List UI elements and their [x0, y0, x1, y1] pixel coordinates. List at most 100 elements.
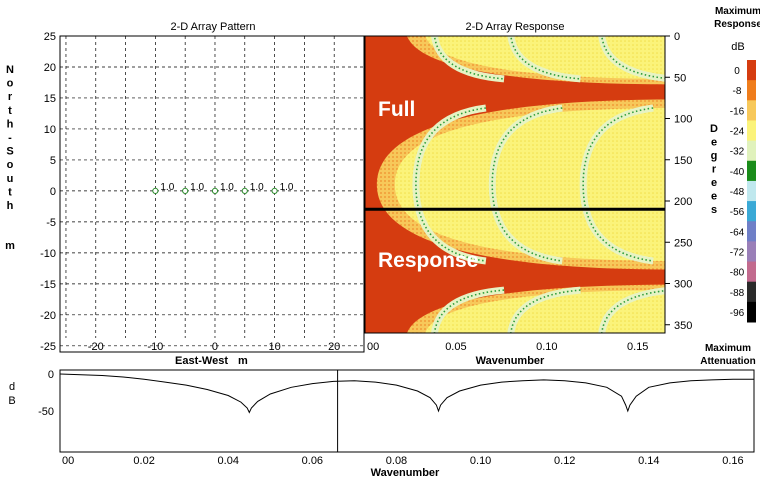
pattern-y-label-letter: o [7, 159, 14, 171]
heatmap-null-arc [582, 107, 654, 262]
response-x-tick-label: 0.10 [536, 341, 557, 353]
sensor-weight-label: 1.0 [220, 182, 234, 193]
colorbar-bottom-label-line1: Maximum [705, 343, 751, 354]
pattern-y-label-letter: t [8, 186, 12, 198]
pattern-title: 2-D Array Pattern [171, 21, 256, 33]
response-x-axis-label: Wavenumber [476, 355, 545, 367]
response-heatmap [365, 36, 665, 333]
colorbar-swatch [747, 281, 756, 303]
pattern-y-tick-label: 10 [44, 124, 56, 136]
response-y-ticks: 0 50 100 150 200 250 300 350 [665, 31, 692, 332]
sensor-weight-label: 1.0 [190, 182, 204, 193]
colorbar-tick-label: -88 [730, 288, 745, 299]
pattern-y-label-letter: u [7, 173, 14, 185]
response-y-tick-label: 100 [674, 114, 692, 126]
colorbar-swatch [747, 60, 756, 81]
response-y-tick-label: 300 [674, 279, 692, 291]
pattern-grid [60, 35, 364, 347]
response-y-tick-label: 0 [674, 31, 680, 43]
pattern-y-label-letter: h [7, 118, 14, 130]
sensor-weight-label: 1.0 [280, 182, 294, 193]
pattern-y-label-letter: r [8, 91, 13, 103]
colorbar-tick-label: 0 [734, 66, 740, 77]
pattern-y-label-letter: N [6, 64, 14, 76]
colorbar-tick-label: -48 [730, 187, 745, 198]
colorbar-tick-label: -32 [730, 147, 745, 158]
annotation-full: Full [378, 98, 415, 121]
pattern-y-tick-label: -10 [40, 248, 56, 260]
colorbar-tick-label: -56 [730, 207, 745, 218]
slice-y-tick-label: -50 [38, 406, 54, 418]
colorbar-bottom-label-line2: Attenuation [700, 356, 756, 367]
sensor-weight-label: 1.0 [250, 182, 264, 193]
response-x-tick-label: 00 [367, 341, 379, 353]
pattern-x-tick-label: -20 [88, 341, 104, 353]
pattern-y-tick-label: 20 [44, 62, 56, 74]
slice-y-ticks: 0 -50 [38, 369, 54, 418]
colorbar-swatch [747, 180, 756, 202]
response-y-label-letter: e [711, 191, 717, 203]
colorbar-swatch [747, 301, 756, 323]
slice-panel: 0-50 00 0.02 0.04 0.06 0.08 0.10 0.12 0.14 0.16 … [8, 369, 755, 479]
heatmap-null-halo [598, 287, 665, 333]
colorbar-tick-label: -80 [730, 268, 745, 279]
pattern-x-tick-label: 0 [212, 341, 218, 353]
response-y-tick-label: 350 [674, 320, 692, 332]
pattern-y-tick-label: -15 [40, 279, 56, 291]
slice-x-tick-label: 00 [62, 455, 74, 467]
pattern-y-tick-label: -20 [40, 310, 56, 322]
heatmap-null-halo [507, 286, 581, 333]
pattern-y-tick-label: 15 [44, 93, 56, 105]
pattern-x-tick-label: -10 [147, 341, 163, 353]
sensor-point [152, 187, 159, 195]
pattern-points: 1.0 1.0 1.0 1.0 1.0 [152, 182, 294, 195]
colorbar-top-label-line2: Response [714, 19, 760, 30]
colorbar-swatch [747, 100, 756, 121]
colorbar-tick-label: -96 [730, 308, 745, 319]
response-title: 2-D Array Response [465, 21, 564, 33]
slice-y-label-letter: d [9, 381, 15, 393]
pattern-y-tick-label: -5 [46, 217, 56, 229]
pattern-x-ticks: -20 -10 0 10 20 [88, 341, 341, 353]
colorbar-swatch [747, 160, 756, 182]
slice-x-axis-label: Wavenumber [371, 467, 440, 479]
slice-x-tick-label: 0.12 [554, 455, 575, 467]
colorbar-swatches [747, 60, 756, 323]
sensor-weight-label: 1.0 [160, 182, 174, 193]
heatmap-null-halo [431, 286, 505, 333]
heatmap-null-halo [431, 36, 505, 83]
pattern-y-tick-label: -25 [40, 341, 56, 353]
annotation-response: Response [378, 249, 478, 272]
heatmap-yellow-band [394, 108, 665, 261]
slice-x-ticks: 00 0.02 0.04 0.06 0.08 0.10 0.12 0.14 0.16 [62, 455, 744, 467]
pattern-y-tick-label: 0 [50, 186, 56, 198]
response-y-tick-label: 50 [674, 72, 686, 84]
slice-x-tick-label: 0.06 [302, 455, 323, 467]
colorbar-tick-label: -24 [730, 127, 745, 138]
pattern-y-tick-label: 25 [44, 31, 56, 43]
slice-x-tick-label: 0.08 [386, 455, 407, 467]
slice-y-label-letter: B [8, 395, 15, 407]
colorbar-tick-label: -64 [730, 227, 745, 238]
colorbar-top-label-line1: Maximum [715, 6, 760, 17]
colorbar-tick-label: -72 [730, 247, 745, 258]
pattern-y-label-letter: t [8, 105, 12, 117]
pattern-x-tick-label: 20 [328, 341, 340, 353]
pattern-y-tick-label: 5 [50, 155, 56, 167]
slice-x-tick-label: 0.04 [218, 455, 239, 467]
response-x-tick-label: 0.15 [627, 341, 648, 353]
heatmap-null-arc [491, 107, 563, 262]
colorbar-swatch [747, 241, 756, 263]
colorbar-swatch [747, 201, 756, 222]
slice-x-tick-label: 0.16 [722, 455, 743, 467]
colorbar-swatch [747, 140, 756, 162]
response-y-label-letter: s [711, 204, 717, 216]
colorbar-tick-label: -40 [730, 167, 745, 178]
sensor-point [211, 187, 219, 195]
slice-series-line [59, 373, 754, 414]
sensor-point [271, 187, 278, 195]
colorbar-ticks: 0 -8 -16 -24 -32 -40 -48 -56 -64 -72 -80 -88 -96 [730, 66, 745, 319]
